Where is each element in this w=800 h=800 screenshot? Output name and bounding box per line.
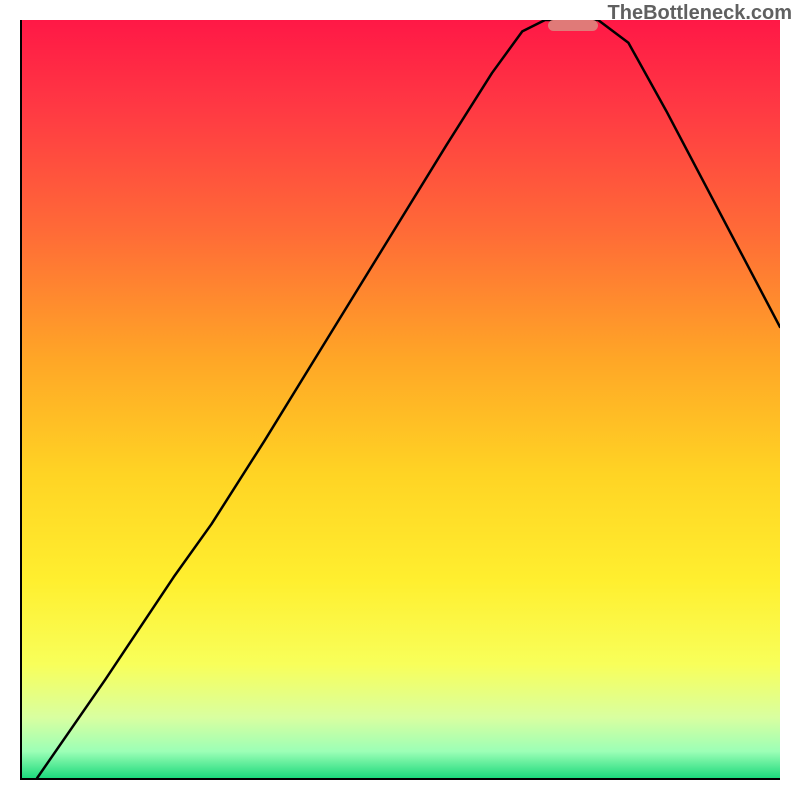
watermark-text: TheBottleneck.com [608, 2, 792, 25]
minimum-marker [548, 20, 597, 31]
bottleneck-chart: TheBottleneck.com [0, 0, 800, 800]
plot-area [20, 20, 780, 780]
bottleneck-curve [22, 20, 780, 778]
